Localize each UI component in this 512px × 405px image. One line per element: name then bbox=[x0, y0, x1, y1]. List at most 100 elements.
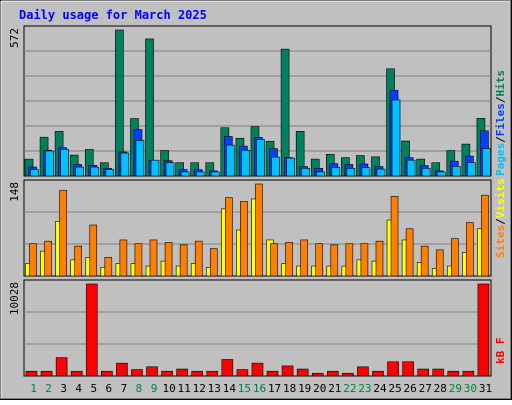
x-tick-label-day-3: 3 bbox=[60, 382, 67, 395]
bar-sites-day-15 bbox=[240, 201, 248, 277]
bar-kbytes-day-25 bbox=[387, 361, 399, 377]
bar-kbytes-day-5 bbox=[85, 283, 98, 377]
x-tick-label-day-17: 17 bbox=[268, 382, 281, 395]
bar-pages-day-7 bbox=[120, 152, 130, 177]
bar-pages-day-19 bbox=[301, 168, 310, 177]
bar-kbytes-day-16 bbox=[251, 362, 264, 377]
bar-sites-day-31 bbox=[481, 194, 489, 277]
bar-pages-day-23 bbox=[361, 167, 371, 177]
bar-pages-day-6 bbox=[105, 169, 115, 177]
x-tick-label-day-24: 24 bbox=[373, 382, 387, 395]
bar-sites-day-18 bbox=[285, 242, 293, 277]
bar-pages-day-10 bbox=[165, 162, 175, 177]
bar-pages-day-15 bbox=[241, 149, 250, 177]
x-tick-label-day-18: 18 bbox=[283, 382, 296, 395]
bar-kbytes-day-12 bbox=[191, 370, 204, 377]
x-tick-label-day-1: 1 bbox=[30, 382, 37, 395]
legend-visits-sites: Sites/Visits bbox=[494, 179, 507, 259]
bar-sites-day-12 bbox=[194, 240, 203, 277]
bar-kbytes-day-10 bbox=[161, 370, 173, 377]
bar-kbytes-day-14 bbox=[221, 359, 234, 377]
bar-kbytes-day-20 bbox=[311, 372, 324, 377]
panel-kbytes: 10028 kB F bbox=[8, 279, 507, 377]
x-tick-label-day-13: 13 bbox=[208, 382, 221, 395]
x-tick-label-day-30: 30 bbox=[464, 382, 477, 395]
bar-kbytes-day-2 bbox=[40, 370, 53, 377]
x-tick-label-day-12: 12 bbox=[193, 382, 206, 395]
x-tick-label-day-28: 28 bbox=[434, 382, 447, 395]
bar-pages-day-24 bbox=[376, 168, 386, 177]
bar-sites-day-3 bbox=[59, 189, 67, 277]
bar-pages-day-11 bbox=[180, 171, 190, 177]
plot-area-kbytes bbox=[23, 279, 492, 377]
bar-kbytes-day-18 bbox=[281, 365, 294, 377]
x-tick-label-day-8: 8 bbox=[136, 382, 143, 395]
bar-kbytes-day-30 bbox=[462, 370, 475, 377]
bar-kbytes-day-15 bbox=[236, 369, 249, 377]
bar-pages-day-3 bbox=[60, 149, 69, 177]
x-tick-label-day-19: 19 bbox=[298, 382, 311, 395]
bar-sites-day-7 bbox=[119, 239, 128, 277]
bar-sites-day-2 bbox=[44, 240, 52, 277]
bar-kbytes-day-23 bbox=[357, 366, 369, 377]
bar-hits-day-9 bbox=[145, 38, 154, 177]
bar-pages-day-14 bbox=[226, 144, 235, 177]
x-tick-label-day-23: 23 bbox=[358, 382, 371, 395]
bar-sites-day-27 bbox=[420, 245, 429, 277]
bar-kbytes-day-3 bbox=[55, 357, 68, 377]
bar-pages-day-1 bbox=[30, 169, 39, 177]
x-tick-label-day-21: 21 bbox=[328, 382, 341, 395]
bar-kbytes-day-28 bbox=[432, 368, 445, 377]
bar-sites-day-10 bbox=[164, 242, 173, 277]
x-tick-label-day-25: 25 bbox=[388, 382, 401, 395]
chart-panels: 572Pages/Files/Hits148Sites/Visits10028k… bbox=[8, 25, 507, 377]
bar-kbytes-day-19 bbox=[296, 368, 309, 377]
bar-sites-day-30 bbox=[466, 222, 474, 277]
legend-item: / bbox=[494, 96, 507, 103]
bar-sites-day-1 bbox=[29, 243, 37, 277]
bar-pages-day-31 bbox=[482, 148, 491, 177]
bar-sites-day-19 bbox=[300, 239, 308, 277]
bar-sites-day-16 bbox=[255, 183, 263, 277]
bar-pages-day-28 bbox=[436, 171, 446, 177]
bar-sites-day-23 bbox=[360, 243, 369, 277]
bar-kbytes-day-9 bbox=[146, 366, 158, 377]
bar-sites-day-5 bbox=[89, 224, 98, 277]
x-tick-label-day-15: 15 bbox=[238, 382, 251, 395]
bar-hits-day-18 bbox=[280, 48, 290, 177]
bar-sites-day-13 bbox=[209, 248, 218, 277]
bar-sites-day-29 bbox=[451, 238, 459, 277]
chart-title: Daily usage for March 2025 bbox=[19, 8, 207, 22]
x-tick-label-day-2: 2 bbox=[45, 382, 52, 395]
bar-kbytes-day-27 bbox=[417, 368, 429, 377]
bar-pages-day-27 bbox=[421, 168, 431, 177]
bar-sites-day-9 bbox=[149, 239, 158, 277]
legend-item: Sites bbox=[494, 225, 507, 258]
bar-sites-day-26 bbox=[405, 228, 414, 277]
x-tick-label-day-6: 6 bbox=[106, 382, 113, 395]
bar-pages-day-17 bbox=[271, 156, 280, 177]
bar-kbytes-day-13 bbox=[206, 370, 219, 377]
x-tick-label-day-22: 22 bbox=[343, 382, 356, 395]
x-tick-label-day-27: 27 bbox=[419, 382, 432, 395]
panel-visits-sites: 148 Sites/Visits bbox=[8, 179, 507, 277]
legend-item: Files bbox=[494, 103, 507, 136]
bar-pages-day-22 bbox=[346, 168, 356, 177]
bar-pages-day-2 bbox=[45, 150, 54, 177]
bar-pages-day-26 bbox=[406, 159, 416, 177]
bar-sites-day-21 bbox=[330, 244, 339, 277]
y-max-label-visits-sites: 148 bbox=[8, 182, 21, 202]
x-tick-label-day-5: 5 bbox=[90, 382, 97, 395]
x-tick-label-day-9: 9 bbox=[151, 382, 158, 395]
bar-sites-day-22 bbox=[345, 243, 354, 277]
legend-item: Pages bbox=[494, 143, 507, 176]
bar-kbytes-day-11 bbox=[176, 368, 188, 377]
bar-pages-day-29 bbox=[452, 166, 461, 177]
bar-kbytes-day-17 bbox=[266, 370, 279, 377]
bar-pages-day-21 bbox=[331, 167, 341, 177]
bar-kbytes-day-8 bbox=[131, 369, 143, 377]
legend-item: / bbox=[494, 136, 507, 143]
bar-pages-day-9 bbox=[150, 159, 160, 177]
x-tick-label-day-10: 10 bbox=[162, 382, 175, 395]
